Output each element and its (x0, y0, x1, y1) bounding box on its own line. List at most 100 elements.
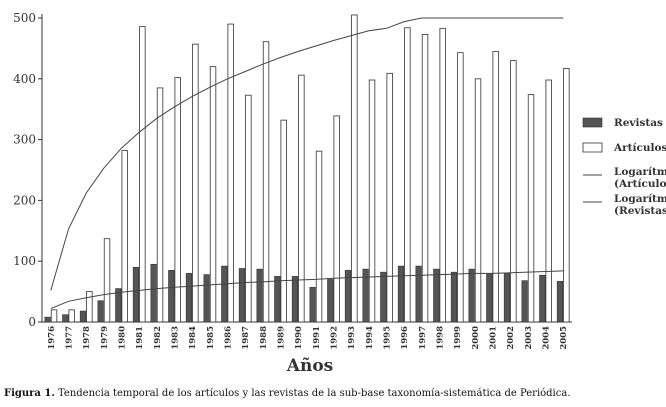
x-tick-label: 1979 (100, 326, 110, 350)
bar-revistas-1982 (150, 263, 157, 323)
y-tick-label: 500 (13, 11, 36, 25)
x-tick-label: 1989 (277, 326, 287, 350)
x-tick-label: 2003 (524, 326, 534, 350)
bar-revistas-1993 (344, 270, 352, 323)
trend-articulos-line (50, 17, 564, 291)
caption-text: Tendencia temporal de los artículos y la… (54, 388, 571, 399)
x-tick-label: 1977 (65, 326, 75, 350)
bar-revistas-1988 (256, 268, 263, 323)
bar-revistas-1998 (433, 268, 440, 323)
bar-articulos-1991 (315, 150, 323, 323)
bar-revistas-1984 (185, 273, 193, 323)
bar-revistas-1991 (309, 287, 316, 323)
bar-revistas-1995 (380, 271, 387, 323)
bar-articulos-1997 (421, 34, 429, 323)
legend-label-revistas: Revistas (614, 117, 663, 129)
figure-caption: Figura 1. Tendencia temporal de los artí… (4, 388, 664, 399)
x-tick-label: 1991 (312, 326, 322, 350)
x-tick-label: 1986 (224, 326, 234, 350)
bar-articulos-1988 (262, 41, 270, 323)
y-tick-label: 100 (13, 254, 36, 268)
bar-articulos-1992 (333, 115, 340, 323)
x-tick-label: 1982 (153, 326, 163, 350)
bar-revistas-2000 (468, 268, 475, 323)
bar-articulos-1996 (404, 27, 411, 323)
bar-articulos-1977 (68, 309, 75, 323)
x-tick-label: 1984 (188, 326, 198, 350)
bar-articulos-1978 (86, 291, 93, 323)
x-tick-label: 1998 (436, 326, 446, 350)
bar-articulos-1979 (103, 238, 111, 323)
bar-series (44, 14, 570, 323)
bar-revistas-1992 (327, 279, 334, 323)
trendlines (50, 17, 564, 310)
x-tick-label: 2000 (471, 326, 481, 350)
x-tick-label: 1980 (118, 326, 128, 350)
bar-articulos-1998 (439, 27, 446, 323)
legend-swatch-articulos (582, 142, 603, 153)
bar-articulos-1987 (245, 94, 252, 323)
bar-articulos-2001 (492, 51, 499, 323)
x-tick-label: 1997 (418, 326, 428, 350)
bar-revistas-1987 (238, 268, 246, 323)
bar-articulos-1999 (457, 52, 464, 323)
bar-articulos-1986 (227, 23, 234, 323)
bar-articulos-2003 (527, 94, 535, 323)
y-tick-label: 400 (13, 72, 36, 86)
bar-articulos-1994 (368, 79, 376, 323)
legend-label-articulos: Artículos (613, 142, 666, 154)
bar-articulos-2005 (563, 68, 570, 323)
bar-revistas-1986 (221, 265, 228, 323)
x-tick-label: 1983 (171, 326, 181, 350)
bar-revistas-2004 (539, 274, 546, 323)
x-tick-label: 1981 (135, 326, 145, 350)
bar-articulos-1981 (139, 26, 146, 323)
bar-revistas-1990 (291, 276, 299, 323)
x-tick-label: 2001 (489, 326, 499, 350)
bar-articulos-2000 (474, 78, 482, 323)
x-tick-label: 1990 (294, 326, 304, 350)
y-axis: 0 100 200 300 400 500 (13, 11, 43, 329)
legend: Revistas Artículos Logarítmica(Artículos) L… (582, 117, 666, 217)
x-tick-label: 1985 (206, 326, 216, 350)
x-tick-label: 1987 (241, 326, 251, 350)
legend-label-trend-revistas: Logarítmica(Revistas) (614, 193, 666, 217)
bar-revistas-1977 (62, 314, 69, 323)
bar-revistas-1985 (203, 274, 210, 323)
y-tick-label: 0 (28, 315, 36, 329)
bar-revistas-1976 (44, 316, 51, 323)
bar-articulos-2002 (510, 60, 517, 323)
bar-articulos-1984 (192, 43, 199, 323)
y-tick-label: 200 (13, 193, 36, 207)
x-tick-label: 1993 (347, 326, 357, 350)
x-tick-label: 1976 (47, 326, 57, 350)
bar-revistas-2003 (521, 280, 528, 323)
x-tick-label: 1988 (259, 326, 269, 350)
bar-articulos-1980 (121, 150, 128, 323)
x-tick-label: 1999 (453, 326, 463, 350)
bar-revistas-2005 (556, 280, 564, 323)
bar-revistas-1997 (415, 265, 422, 323)
bar-articulos-1990 (298, 74, 305, 323)
x-tick-label: 1992 (330, 326, 340, 350)
bar-revistas-2002 (503, 273, 511, 323)
x-tick-label: 2002 (506, 326, 516, 350)
bar-revistas-1983 (168, 270, 175, 323)
y-tick-label: 300 (13, 133, 36, 147)
bar-articulos-1985 (209, 66, 217, 323)
caption-label: Figura 1. (4, 388, 55, 399)
chart-canvas: 0 100 200 300 400 500 1976 1977 1978 1979 1980 198… (13, 11, 666, 376)
bar-revistas-1996 (397, 265, 405, 323)
bar-articulos-1976 (50, 309, 58, 323)
bar-articulos-1983 (174, 77, 181, 323)
bar-revistas-2001 (486, 273, 493, 323)
x-tick-label: 2004 (542, 326, 552, 350)
bar-revistas-1981 (132, 266, 140, 323)
trend-revistas-line (50, 270, 564, 310)
bar-revistas-1994 (362, 268, 369, 323)
bar-articulos-1995 (386, 72, 393, 323)
x-tick-labels: 1976 1977 1978 1979 1980 1981 1982 1983 1984 1985… (47, 326, 569, 350)
bar-revistas-1978 (79, 310, 87, 323)
x-tick-label: 1978 (82, 326, 92, 350)
bar-revistas-1979 (97, 300, 104, 323)
